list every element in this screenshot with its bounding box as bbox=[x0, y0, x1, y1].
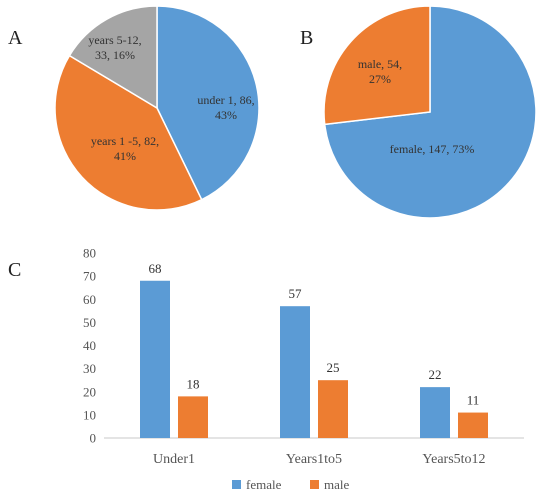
x-category-label: Under1 bbox=[153, 452, 195, 467]
data-label: 11 bbox=[467, 393, 480, 408]
data-label: 22 bbox=[429, 367, 442, 382]
y-tick-label: 50 bbox=[83, 315, 96, 330]
pie-a-label-1: years 1 -5, 82, 41% bbox=[91, 134, 159, 163]
legend-swatch-male bbox=[310, 480, 319, 489]
panel-letter-b: B bbox=[300, 27, 313, 49]
y-tick-label: 10 bbox=[83, 407, 96, 422]
data-label: 18 bbox=[187, 376, 200, 391]
bar-male-years5to12 bbox=[458, 412, 488, 438]
y-tick-label: 30 bbox=[83, 361, 96, 376]
data-label: 68 bbox=[149, 261, 162, 276]
bar-female-under1 bbox=[140, 280, 170, 438]
bar-female-years1to5 bbox=[280, 306, 310, 438]
pie-a-label-0: under 1, 86, 43% bbox=[197, 93, 254, 122]
legend-swatch-female bbox=[232, 480, 241, 489]
x-category-label: Years5to12 bbox=[422, 452, 485, 467]
pie-chart-a: under 1, 86, 43% years 1 -5, 82, 41% years 5… bbox=[54, 5, 260, 211]
bar-male-years1to5 bbox=[318, 380, 348, 438]
y-tick-label: 20 bbox=[83, 384, 96, 399]
pie-a-label-2: years 5-12, 33, 16% bbox=[88, 33, 141, 62]
panel-letter-c: C bbox=[8, 259, 21, 281]
pie-b-slice-male bbox=[323, 5, 431, 126]
bar-male-under1 bbox=[178, 396, 208, 439]
y-tick-label: 0 bbox=[90, 431, 97, 446]
y-tick-label: 80 bbox=[83, 246, 96, 261]
data-label: 57 bbox=[289, 286, 303, 301]
pie-a-slice-years-5-12 bbox=[68, 5, 158, 110]
bar-chart-c: 0 10 20 30 40 50 60 70 80 68 18 Under1 57 25 Years1to5… bbox=[83, 246, 524, 492]
x-category-label: Years1to5 bbox=[286, 452, 342, 467]
data-label: 25 bbox=[327, 360, 340, 375]
legend-label-female: female bbox=[246, 477, 282, 492]
pie-b-label-0: female, 147, 73% bbox=[390, 142, 475, 156]
pie-b-label-1: male, 54, 27% bbox=[358, 57, 402, 86]
pie-a-slice-years-1-5 bbox=[54, 54, 203, 211]
y-tick-label: 40 bbox=[83, 338, 96, 353]
y-tick-label: 60 bbox=[83, 292, 96, 307]
legend-label-male: male bbox=[324, 477, 349, 492]
bar-female-years5to12 bbox=[420, 387, 450, 439]
panel-letter-a: A bbox=[8, 27, 23, 49]
pie-a-slice-under-1 bbox=[156, 5, 260, 201]
y-tick-label: 70 bbox=[83, 269, 96, 284]
pie-chart-b: female, 147, 73% male, 54, 27% bbox=[323, 5, 537, 219]
